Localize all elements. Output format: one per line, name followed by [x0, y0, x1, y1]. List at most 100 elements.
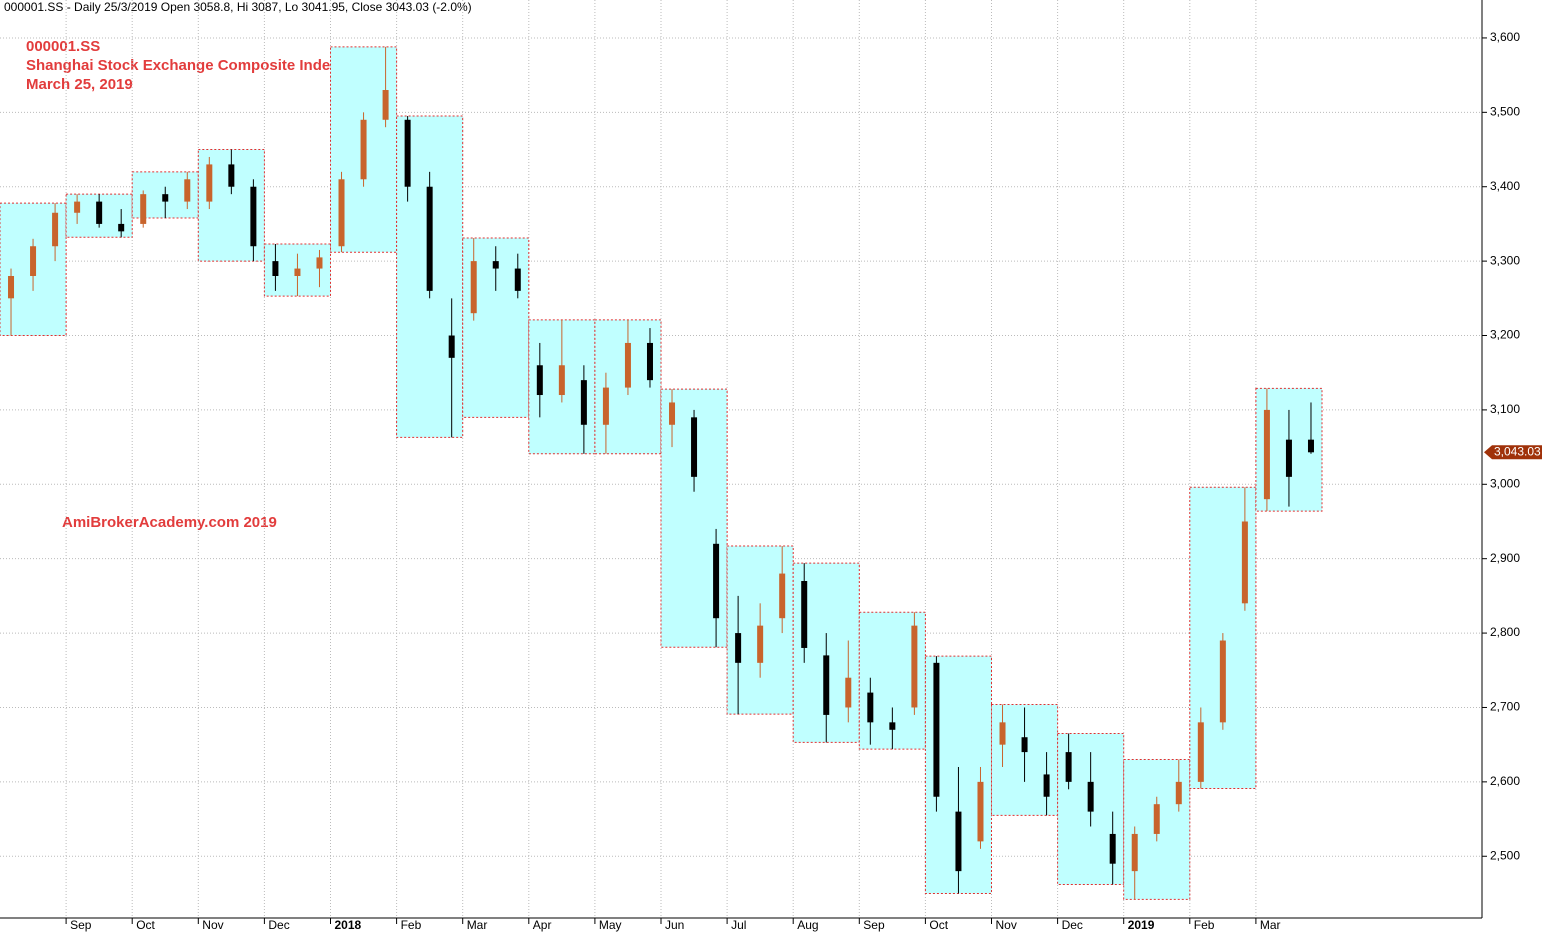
candle-body: [162, 194, 169, 202]
candle-body: [801, 581, 808, 648]
chart-subtitle: Shanghai Stock Exchange Composite Index: [26, 57, 339, 74]
candle-body: [1043, 774, 1050, 797]
candle-body: [1065, 752, 1072, 782]
candle-body: [250, 186, 257, 247]
candle-body: [735, 633, 742, 663]
candle-body: [426, 186, 433, 291]
candle-body: [272, 261, 279, 276]
candle-body: [184, 179, 191, 202]
x-tick-label: Jun: [665, 918, 684, 932]
y-tick-label: 3,000: [1490, 476, 1520, 490]
candle-body: [1175, 781, 1182, 805]
candle-body: [867, 692, 874, 723]
candle-body: [316, 257, 323, 269]
candle-body: [30, 246, 37, 276]
x-tick-label: Dec: [1062, 918, 1083, 932]
x-tick-label: Jul: [731, 918, 746, 932]
candle-body: [823, 655, 830, 715]
x-tick-label: Nov: [202, 918, 223, 932]
y-tick-label: 2,900: [1490, 551, 1520, 565]
x-tick-label: Mar: [467, 918, 488, 932]
candle-body: [691, 417, 698, 477]
candle-body: [52, 212, 59, 247]
candle-body: [624, 342, 631, 388]
x-tick-label: Oct: [929, 918, 948, 932]
candle-body: [955, 811, 962, 872]
last-close-marker: [1484, 445, 1542, 460]
candle-body: [1109, 833, 1116, 864]
y-tick-label: 2,500: [1490, 848, 1520, 862]
candle-body: [514, 268, 521, 291]
candles: [8, 46, 1314, 900]
candle-body: [1263, 409, 1270, 500]
candle-body: [999, 722, 1006, 745]
x-tick-label: Sep: [863, 918, 885, 932]
candle-body: [294, 268, 301, 276]
candle-body: [580, 380, 587, 425]
x-tick-label: Dec: [268, 918, 289, 932]
candle-body: [228, 164, 235, 187]
y-tick-label: 3,100: [1490, 402, 1520, 416]
x-tick-label: Feb: [401, 918, 422, 932]
y-tick-label: 2,700: [1490, 700, 1520, 714]
candle-body: [404, 119, 411, 187]
candle-body: [669, 402, 676, 425]
candle-body: [646, 342, 653, 381]
chart-title: 000001.SS: [26, 38, 100, 55]
candle-body: [1219, 640, 1226, 723]
annotation: AmiBrokerAcademy.com 2019: [62, 514, 277, 531]
candle-body: [757, 625, 764, 663]
y-tick-label: 3,600: [1490, 30, 1520, 44]
candle-body: [360, 119, 367, 180]
candle-body: [448, 335, 455, 358]
candle-body: [536, 365, 543, 396]
candle-body: [492, 261, 499, 269]
x-tick-label: Apr: [533, 918, 552, 932]
candle-body: [1087, 781, 1094, 812]
candle-body: [1307, 439, 1314, 453]
candle-body: [977, 781, 984, 842]
candle-body: [1241, 521, 1248, 604]
last-close-label: 3,043.03: [1494, 444, 1541, 458]
x-tick-label: Nov: [996, 918, 1017, 932]
y-tick-label: 2,800: [1490, 625, 1520, 639]
candle-body: [889, 722, 896, 730]
candle-body: [713, 543, 720, 619]
y-tick-label: 3,200: [1490, 328, 1520, 342]
x-tick-label: Feb: [1194, 918, 1215, 932]
candle-body: [382, 90, 389, 120]
candle-body: [1131, 833, 1138, 872]
candle-body: [8, 275, 15, 299]
candle-body: [933, 662, 940, 797]
chart-date: March 25, 2019: [26, 76, 133, 93]
candle-body: [558, 365, 565, 396]
y-tick-label: 3,300: [1490, 253, 1520, 267]
candle-body: [1197, 722, 1204, 782]
x-tick-label: 2018: [335, 918, 362, 932]
candle-body: [140, 194, 147, 224]
candle-body: [602, 387, 609, 425]
x-tick-label: Oct: [136, 918, 155, 932]
x-tick-label: Mar: [1260, 918, 1281, 932]
candle-body: [470, 261, 477, 314]
x-tick-label: Sep: [70, 918, 92, 932]
candle-body: [206, 164, 213, 202]
candle-body: [96, 201, 103, 224]
x-tick-label: 2019: [1128, 918, 1155, 932]
x-tick-label: Aug: [797, 918, 818, 932]
x-tick-label: May: [599, 918, 622, 932]
candle-body: [1153, 804, 1160, 834]
candle-body: [911, 625, 918, 708]
y-tick-label: 3,400: [1490, 179, 1520, 193]
y-tick-label: 3,500: [1490, 105, 1520, 119]
candle-body: [118, 223, 125, 232]
candle-body: [1021, 737, 1028, 753]
candle-body: [338, 179, 345, 247]
candle-body: [1285, 439, 1292, 477]
candle-body: [74, 201, 81, 213]
y-tick-label: 2,600: [1490, 774, 1520, 788]
header: 000001.SS - Daily 25/3/2019 Open 3058.8,…: [4, 0, 472, 14]
candle-body: [845, 677, 852, 708]
